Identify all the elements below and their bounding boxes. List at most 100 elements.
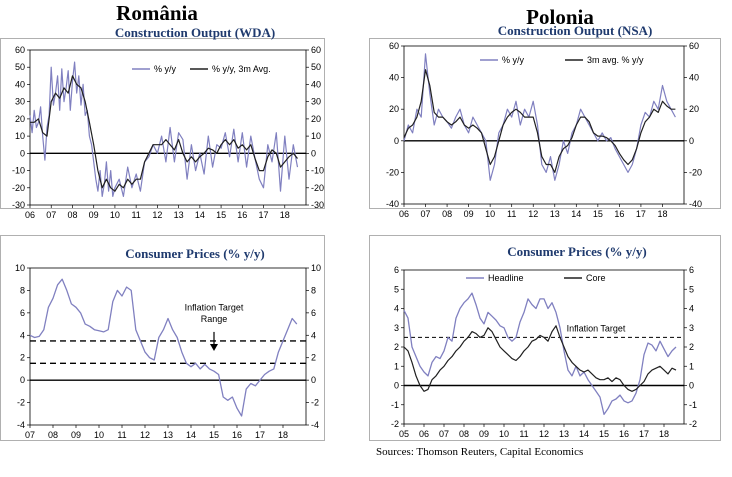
y-tick-label-left: -1 <box>391 400 399 410</box>
x-tick-label: 10 <box>485 209 495 219</box>
series-line-secondary <box>403 325 677 392</box>
plot-area <box>29 49 307 206</box>
y-tick-label-right: -40 <box>689 199 702 209</box>
y-tick-label-right: 4 <box>689 304 694 314</box>
y-tick-label-left: 2 <box>20 353 25 363</box>
y-tick-label-left: 20 <box>15 114 25 124</box>
y-tick-label-left: 10 <box>15 263 25 273</box>
x-tick-label: 06 <box>399 209 409 219</box>
source-note: Sources: Thomson Reuters, Capital Econom… <box>376 446 583 458</box>
series-line-primary <box>29 61 299 197</box>
y-tick-label-left: 0 <box>394 136 399 146</box>
x-tick-label: 08 <box>442 209 452 219</box>
chart-title: Consumer Prices (% y/y) <box>125 246 264 261</box>
y-tick-label-left: -20 <box>12 183 25 193</box>
y-tick-label-left: 50 <box>15 62 25 72</box>
panel-ro-construction: Construction Output (WDA) -30 -30 -20 -20 -10… <box>0 25 325 220</box>
x-tick-label: 15 <box>216 210 226 220</box>
y-tick-label-left: 4 <box>20 330 25 340</box>
y-tick-label-left: -4 <box>17 420 25 430</box>
y-tick-label-left: 8 <box>20 285 25 295</box>
x-tick-label: 08 <box>459 429 469 439</box>
y-tick-label-right: -4 <box>311 420 319 430</box>
y-tick-label-left: 4 <box>394 304 399 314</box>
x-tick-label: 10 <box>499 429 509 439</box>
panel-ro-cpi: Consumer Prices (% y/y) -4 -4 -2 -2 0 0 2 2 4 4 6 6 8… <box>0 235 325 441</box>
x-tick-label: 16 <box>237 210 247 220</box>
legend-label: Headline <box>488 273 524 283</box>
y-tick-label-left: -30 <box>12 200 25 210</box>
panel-pl-cpi: Consumer Prices (% y/y)-2 -2-1 -10 01 12 23 34… <box>369 235 721 441</box>
x-tick-label: 13 <box>163 430 173 440</box>
y-tick-label-right: 4 <box>311 330 316 340</box>
x-tick-label: 05 <box>399 429 409 439</box>
x-tick-label: 14 <box>571 209 581 219</box>
y-tick-label-right: -30 <box>311 200 324 210</box>
y-tick-label-right: 2 <box>311 353 316 363</box>
x-tick-label: 17 <box>636 209 646 219</box>
x-tick-label: 08 <box>67 210 77 220</box>
x-tick-label: 10 <box>110 210 120 220</box>
plot-area <box>29 267 307 426</box>
panel-frame <box>369 38 721 209</box>
x-tick-label: 18 <box>657 209 667 219</box>
y-tick-label-right: -10 <box>311 166 324 176</box>
y-tick-label-left: 3 <box>394 323 399 333</box>
y-tick-label-left: 40 <box>15 79 25 89</box>
y-tick-label-right: 40 <box>689 73 699 83</box>
x-tick-label: 09 <box>71 430 81 440</box>
x-tick-label: 13 <box>174 210 184 220</box>
y-tick-label-right: -2 <box>311 398 319 408</box>
y-tick-label-right: -20 <box>689 167 702 177</box>
y-tick-label-right: 30 <box>311 97 321 107</box>
y-tick-label-right: 60 <box>689 41 699 51</box>
y-tick-label-left: 2 <box>394 342 399 352</box>
x-tick-label: 12 <box>528 209 538 219</box>
x-tick-label: 17 <box>639 429 649 439</box>
chart-title: Consumer Prices (% y/y) <box>507 244 646 259</box>
series-line-primary <box>403 292 677 416</box>
x-tick-label: 18 <box>278 430 288 440</box>
y-tick-label-right: 0 <box>689 381 694 391</box>
country-title-left: România <box>116 1 198 25</box>
x-tick-label: 07 <box>25 430 35 440</box>
y-tick-label-left: 10 <box>15 131 25 141</box>
y-tick-label-right: 10 <box>311 263 321 273</box>
x-tick-label: 11 <box>131 210 140 220</box>
chart-title: Construction Output (NSA) <box>498 23 653 38</box>
y-tick-label-right: 8 <box>311 285 316 295</box>
y-tick-label-left: 0 <box>20 375 25 385</box>
series-line-secondary <box>403 69 676 173</box>
y-tick-label-left: -2 <box>391 419 399 429</box>
panel-frame <box>0 38 325 209</box>
x-tick-label: 15 <box>599 429 609 439</box>
x-tick-label: 13 <box>550 209 560 219</box>
series-line-primary <box>29 278 298 417</box>
y-tick-label-right: 0 <box>311 375 316 385</box>
y-tick-label-left: 1 <box>394 361 399 371</box>
y-tick-label-left: -40 <box>386 199 399 209</box>
x-tick-label: 12 <box>152 210 162 220</box>
y-tick-label-right: -2 <box>689 419 697 429</box>
x-tick-label: 06 <box>25 210 35 220</box>
x-tick-label: 07 <box>421 209 431 219</box>
annotation-arrow-head <box>210 343 218 351</box>
x-tick-label: 07 <box>439 429 449 439</box>
y-tick-label-right: 2 <box>689 342 694 352</box>
y-tick-label-left: 60 <box>389 41 399 51</box>
legend-label: Core <box>586 273 606 283</box>
y-tick-label-right: 0 <box>311 148 316 158</box>
y-tick-label-left: 40 <box>389 73 399 83</box>
y-tick-label-left: 6 <box>394 265 399 275</box>
series-line-primary <box>403 53 676 181</box>
x-tick-label: 14 <box>195 210 205 220</box>
annotation-label: Inflation Target <box>567 324 626 334</box>
y-tick-label-right: 10 <box>311 131 321 141</box>
y-tick-label-left: -10 <box>12 166 25 176</box>
legend-label: % y/y <box>154 64 177 74</box>
x-tick-label: 09 <box>479 429 489 439</box>
plot-area <box>403 269 685 425</box>
chart-title: Construction Output (WDA) <box>115 25 275 40</box>
x-tick-label: 15 <box>593 209 603 219</box>
y-tick-label-right: 5 <box>689 284 694 294</box>
